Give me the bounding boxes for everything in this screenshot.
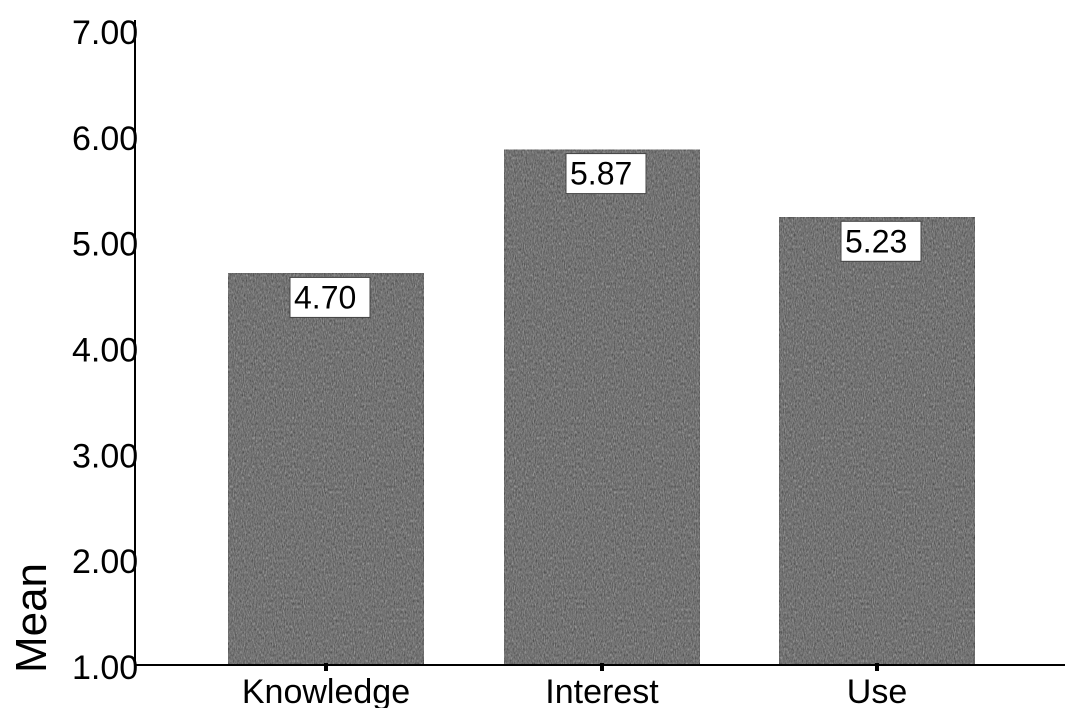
data-label: 5.23 (845, 223, 907, 259)
data-label-box (565, 153, 647, 195)
axes (134, 20, 1065, 671)
y-tick-label: 4.00 (72, 332, 138, 370)
bar-knowledge (227, 272, 425, 666)
y-tick-label: 6.00 (72, 120, 138, 158)
x-tick-label: Interest (545, 673, 659, 708)
y-tick-label: 2.00 (72, 543, 138, 581)
bars (227, 148, 976, 666)
y-tick-label: 1.00 (72, 649, 138, 687)
y-tick-label: 5.00 (72, 226, 138, 264)
bar-use (778, 216, 976, 666)
y-tick-label: 7.00 (72, 14, 138, 52)
x-tick-label: Use (847, 673, 907, 708)
data-label-box (289, 276, 371, 318)
y-tick-label: 3.00 (72, 437, 138, 475)
labels: 4.70 Knowledge 5.87 Interest 5.23 Use 1.00 2.00… (7, 14, 922, 708)
y-axis-label: Mean (7, 563, 56, 673)
data-label: 4.70 (294, 279, 356, 315)
bar-interest (503, 148, 701, 666)
data-label-box (840, 220, 922, 262)
data-label: 5.87 (570, 156, 632, 192)
x-tick-label: Knowledge (242, 673, 410, 708)
